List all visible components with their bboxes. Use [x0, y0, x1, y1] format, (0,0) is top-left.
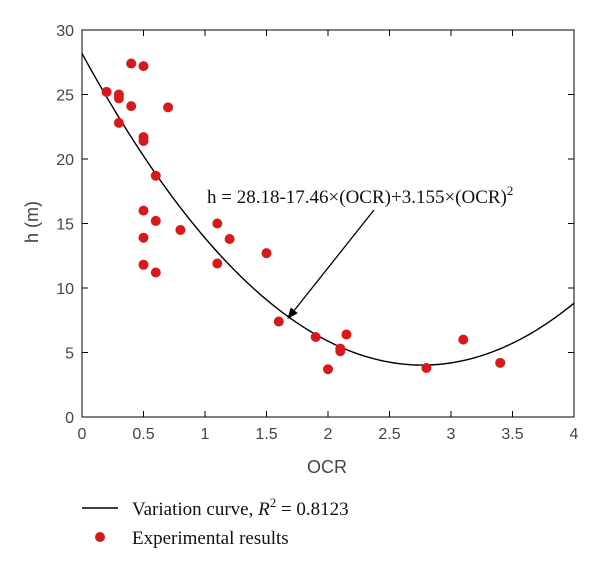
legend-curve-label: Variation curve,: [132, 499, 258, 520]
fit-equation-text: h = 28.18-17.46×(OCR)+3.155×(OCR): [207, 187, 507, 208]
legend-r2-value: = 0.8123: [276, 499, 348, 520]
variation-curve: [81, 53, 575, 366]
data-point: [341, 329, 352, 340]
data-point: [101, 86, 112, 97]
x-tick-label: 4: [570, 426, 579, 443]
y-tick-label: 0: [65, 410, 74, 427]
data-point: [113, 117, 124, 128]
y-tick-label: 30: [56, 23, 74, 40]
y-tick-label: 25: [56, 88, 74, 105]
data-point: [261, 248, 272, 259]
x-tick-label: 0.5: [132, 426, 154, 443]
data-point: [212, 218, 223, 229]
annotation-arrowhead: [287, 307, 298, 319]
y-axis-ticks: 0 5 10 15 20 25 30: [56, 23, 574, 427]
data-point: [138, 232, 149, 243]
y-tick-label: 20: [56, 152, 74, 169]
data-point: [163, 102, 174, 113]
data-point: [495, 357, 506, 368]
data-point: [150, 215, 161, 226]
x-axis-label: OCR: [307, 457, 347, 477]
data-points: [101, 58, 506, 375]
legend-point-swatch: [95, 532, 105, 542]
data-point: [113, 93, 124, 104]
y-tick-label: 5: [65, 346, 74, 363]
x-tick-label: 3: [447, 426, 456, 443]
data-point: [126, 58, 137, 69]
data-point: [138, 135, 149, 146]
x-tick-label: 1.5: [255, 426, 277, 443]
data-point: [150, 170, 161, 181]
x-tick-label: 0: [78, 426, 87, 443]
data-point: [458, 334, 469, 345]
data-point: [273, 316, 284, 327]
x-tick-label: 2.5: [378, 426, 400, 443]
y-tick-label: 15: [56, 217, 74, 234]
fit-equation-superscript: 2: [507, 183, 514, 198]
data-point: [212, 258, 223, 269]
data-point: [138, 61, 149, 72]
legend: Variation curve, R2 = 0.8123 Experimenta…: [82, 495, 349, 549]
data-point: [323, 364, 333, 375]
y-axis-label: h (m): [22, 201, 42, 243]
data-point: [335, 346, 346, 357]
x-tick-label: 2: [324, 426, 333, 443]
data-point: [138, 205, 149, 216]
legend-entry-points: Experimental results: [132, 528, 289, 549]
data-point: [175, 224, 186, 235]
annotation-arrow: [293, 209, 375, 311]
data-point: [310, 332, 321, 343]
x-tick-label: 3.5: [501, 426, 523, 443]
data-point: [138, 259, 149, 270]
data-point: [150, 267, 161, 278]
legend-r2-superscript: 2: [270, 495, 277, 510]
x-axis-ticks: 0 0.5 1 1.5 2 2.5 3 3.5 4: [78, 30, 579, 443]
fit-equation-annotation: h = 28.18-17.46×(OCR)+3.155×(OCR)2: [207, 183, 513, 208]
legend-r2-symbol: R: [257, 499, 270, 520]
y-tick-label: 10: [56, 281, 74, 298]
data-point: [421, 362, 432, 373]
data-point: [224, 233, 235, 244]
x-tick-label: 1: [201, 426, 210, 443]
data-point: [126, 101, 137, 112]
legend-entry-curve: Variation curve, R2 = 0.8123: [132, 495, 349, 520]
